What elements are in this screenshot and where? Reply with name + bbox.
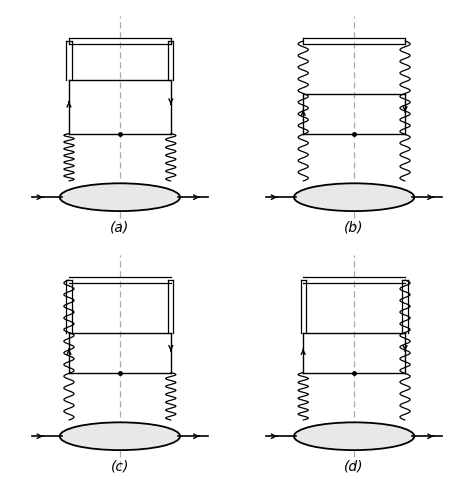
Text: (d): (d): [345, 458, 364, 472]
Ellipse shape: [60, 423, 180, 450]
Text: (c): (c): [111, 458, 129, 472]
Text: (b): (b): [345, 220, 364, 234]
Ellipse shape: [60, 184, 180, 212]
Ellipse shape: [294, 423, 414, 450]
Ellipse shape: [294, 184, 414, 212]
Text: (a): (a): [110, 220, 129, 234]
